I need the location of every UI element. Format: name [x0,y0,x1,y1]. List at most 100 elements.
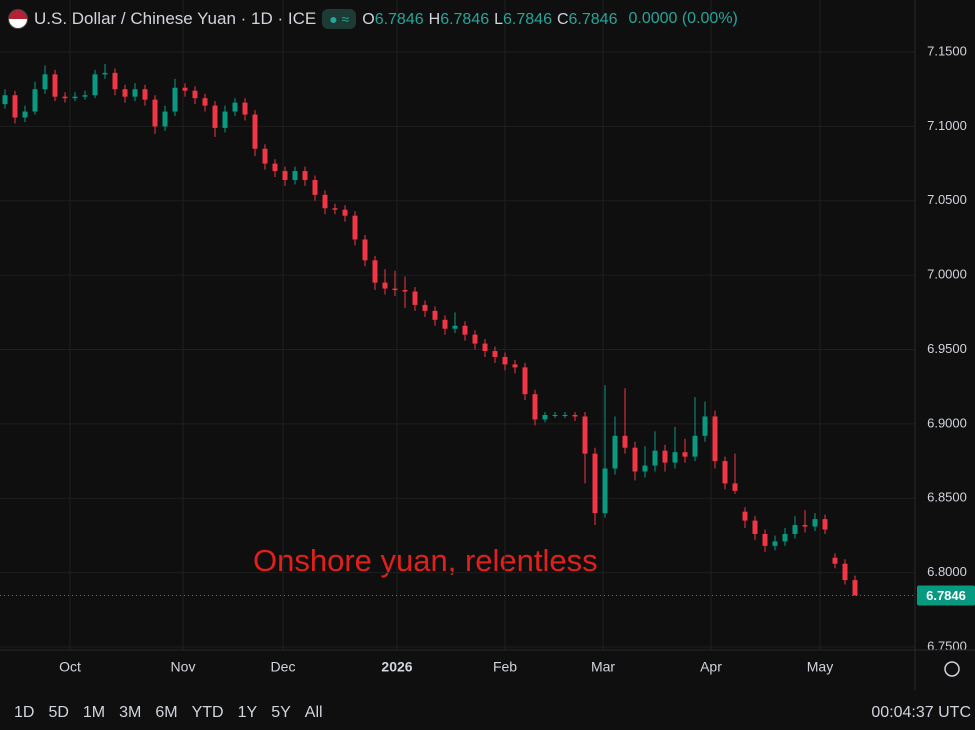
candle-body [832,557,838,564]
candle-body [752,520,758,534]
y-tick-label: 6.9000 [927,415,967,430]
ohlc-label: O [362,11,375,28]
x-tick-label: 2026 [381,659,412,675]
x-tick-label: Feb [493,659,517,675]
range-button[interactable]: YTD [191,704,224,721]
candle-body [412,291,418,305]
y-tick-label: 7.1000 [927,118,967,133]
candle-body [182,87,188,91]
ohlc-value: 6.7846 [374,11,424,28]
candle-body [272,163,278,172]
candle-body [72,96,78,99]
candle-body [242,102,248,115]
candle-body [482,343,488,352]
ohlc-value: 6.7846 [503,11,552,28]
candle-body [722,461,728,484]
candle-body [32,89,38,112]
range-button[interactable]: 3M [119,704,142,721]
candle-body [102,72,108,75]
candle-body [802,525,808,527]
header: U.S. Dollar / Chinese Yuan · 1D · ICE ● … [8,6,738,32]
ohlc-label: H [428,11,441,28]
candle-body [292,171,298,180]
candle-body [462,325,468,335]
candle-body [772,541,778,546]
indicator-pill[interactable]: ● ≈ [322,9,357,29]
candle-body [602,468,608,514]
candle-body [42,74,48,90]
candle-body [432,310,438,320]
candle-body [62,96,68,99]
range-button[interactable]: 1Y [237,704,258,721]
candle-body [372,260,378,283]
candle-body [382,282,388,289]
candle-body [762,533,768,546]
candle-body [502,356,508,365]
range-button[interactable]: 1M [82,704,106,721]
candle-body [452,325,458,329]
candle-body [472,334,478,344]
candle-body [702,416,708,436]
candle-body [92,74,98,96]
symbol-title[interactable]: U.S. Dollar / Chinese Yuan · 1D · ICE [34,9,317,28]
candle-body [592,453,598,514]
candle-body [302,171,308,180]
candle-body [112,72,118,90]
candle-body [202,98,208,106]
y-tick-label: 7.1500 [927,43,967,58]
range-button[interactable]: All [304,704,323,721]
candle-body [682,452,688,457]
candle-body [612,435,618,469]
candle-body [842,563,848,581]
candle-body [782,533,788,542]
candle-body [352,215,358,240]
candle-body [662,450,668,463]
candle-body [532,394,538,420]
candle-body [52,74,58,97]
candle-body [622,435,628,448]
x-tick-label: Dec [271,659,296,675]
range-button[interactable]: 5Y [271,704,291,721]
candle-body [212,105,218,128]
x-tick-label: May [807,659,833,675]
candle-body [362,239,368,261]
candle-body [402,290,408,292]
candle-body [512,364,518,368]
y-tick-label: 7.0000 [927,267,967,282]
footer: 1D 5D 1M 3M 6M YTD 1Y 5Y All 00:04:37 UTC [0,698,975,728]
candle-body [142,89,148,100]
range-button[interactable]: 6M [155,704,178,721]
y-tick-label: 7.0500 [927,192,967,207]
settings-icon[interactable] [944,661,960,677]
candle-body [542,414,548,420]
candle-body [252,114,258,149]
candle-body [312,179,318,195]
candle-body [672,452,678,463]
ohlc-label: L [494,11,504,28]
ohlc-value: 6.7846 [568,11,618,28]
candle-body [792,525,798,534]
candle-body [562,414,568,416]
ohlc: O6.7846 H6.7846 L6.7846 C6.7846 [362,9,622,29]
candle-body [742,511,748,521]
range-button[interactable]: 1D [14,704,35,721]
candle-body [152,99,158,127]
flag-icon [8,9,28,29]
change: 0.0000 (0.00%) [628,10,738,27]
candle-body [822,519,828,530]
candle-body [442,319,448,329]
range-button[interactable]: 5D [48,704,69,721]
candle-body [82,95,88,97]
candle-body [222,111,228,128]
candle-body [692,435,698,457]
candle-body [632,447,638,472]
candle-body [492,351,498,357]
candle-body [322,194,328,209]
candle-body [282,171,288,180]
candle-body [22,111,28,118]
candle-body [732,483,738,491]
x-tick-label: Oct [59,659,81,675]
candle-body [262,148,268,164]
candle-body [852,580,858,596]
candle-body [192,90,198,99]
